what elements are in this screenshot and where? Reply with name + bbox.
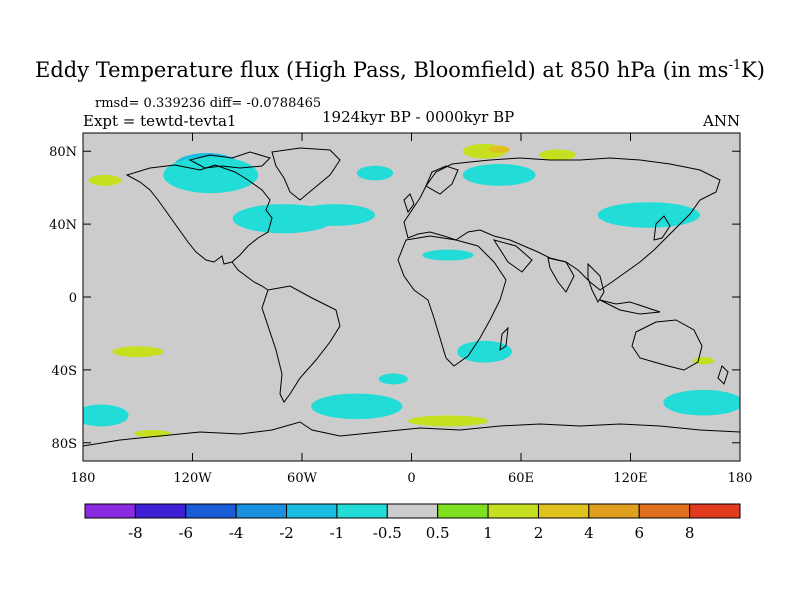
coast-australia xyxy=(631,319,703,371)
flux-region-12 xyxy=(378,373,408,385)
flux-region-3 xyxy=(294,204,375,226)
flux-region-4 xyxy=(356,165,394,181)
coast-japan xyxy=(653,215,671,241)
title-superscript: -1 xyxy=(728,58,742,73)
colorbar-bin-2 xyxy=(185,503,237,519)
flux-region-16 xyxy=(112,346,164,358)
colorbar-label: -8 xyxy=(128,524,143,542)
coast-arctic-islands xyxy=(188,151,271,169)
colorbar-bin-6 xyxy=(386,503,439,519)
title-text: Eddy Temperature flux (High Pass, Bloomf… xyxy=(34,58,729,82)
flux-region-9 xyxy=(83,404,129,427)
coast-greenland xyxy=(271,147,341,201)
lon-tick-label: 120E xyxy=(613,471,647,486)
colorbar-label: 6 xyxy=(634,524,644,542)
coast-eurasia xyxy=(403,157,721,291)
flux-region-10 xyxy=(311,393,403,420)
experiment-label: Expt = tewtd-tevta1 xyxy=(83,112,237,130)
colorbar-label: 2 xyxy=(534,524,544,542)
longitude-ticks: 180 120W 60W 0 60E 120E 180 xyxy=(71,133,753,486)
colorbar-label: -0.5 xyxy=(373,524,402,542)
colorbar-bin-11 xyxy=(638,503,691,519)
lon-tick-label: 120W xyxy=(173,471,212,486)
coast-south-america xyxy=(261,285,341,403)
coast-scandinavia xyxy=(425,165,459,195)
coast-southeast-asia xyxy=(587,262,605,304)
flux-region-5 xyxy=(462,163,536,186)
stats-label: rmsd= 0.339236 diff= -0.0788465 xyxy=(95,96,322,111)
lat-tick-label: 80N xyxy=(49,145,77,160)
flux-region-6 xyxy=(422,249,474,261)
coastlines xyxy=(83,147,740,447)
colorbar-bin-5 xyxy=(336,503,388,519)
colorbar-label: -4 xyxy=(229,524,244,542)
colorbar: -8 -6 -4 -2 -1 -0.5 0.5 1 2 4 6 8 xyxy=(84,503,741,542)
lon-tick-label: 180 xyxy=(71,471,96,486)
flux-region-20 xyxy=(488,145,511,154)
period-label: 1924kyr BP - 0000kyr BP xyxy=(322,108,515,126)
latitude-ticks: 80N 40N 0 40S 80S xyxy=(49,145,740,452)
coast-arabia xyxy=(492,239,533,273)
lat-tick-label: 0 xyxy=(69,291,77,306)
flux-region-19 xyxy=(134,430,171,438)
colorbar-bin-9 xyxy=(537,503,590,519)
title-end: K) xyxy=(741,58,765,82)
colorbar-label: -1 xyxy=(330,524,345,542)
lon-tick-label: 60E xyxy=(508,471,534,486)
colorbar-label: -2 xyxy=(279,524,294,542)
flux-region-15 xyxy=(88,174,122,186)
coast-madagascar xyxy=(499,326,509,352)
flux-region-7 xyxy=(597,202,700,228)
lat-tick-label: 40N xyxy=(49,218,77,233)
flux-regions xyxy=(83,143,740,438)
colorbar-bin-8 xyxy=(487,503,539,519)
season-label: ANN xyxy=(703,112,741,130)
colorbar-bin-4 xyxy=(286,503,338,519)
coast-central-america xyxy=(231,261,269,291)
colorbar-label: -6 xyxy=(178,524,193,542)
flux-region-11 xyxy=(663,389,740,416)
colorbar-bin-7 xyxy=(437,503,489,519)
coast-new-zealand xyxy=(717,365,729,385)
lat-tick-label: 80S xyxy=(52,437,77,452)
colorbar-label: 0.5 xyxy=(426,524,450,542)
colorbar-label: 8 xyxy=(685,524,695,542)
flux-region-8 xyxy=(457,340,512,363)
coast-antarctica xyxy=(83,421,740,447)
colorbar-bin-10 xyxy=(588,503,640,519)
lon-tick-label: 60W xyxy=(287,471,318,486)
coast-north-america xyxy=(125,164,273,265)
coast-british-isles xyxy=(403,193,415,214)
colorbar-label: 4 xyxy=(584,524,594,542)
colorbar-bin-3 xyxy=(235,503,288,519)
colorbar-bin-1 xyxy=(134,503,187,519)
lon-tick-label: 0 xyxy=(407,471,415,486)
flux-region-14 xyxy=(539,149,576,161)
coast-africa xyxy=(397,235,507,367)
flux-region-18 xyxy=(692,357,715,365)
plot-title: Eddy Temperature flux (High Pass, Bloomf… xyxy=(0,58,800,82)
colorbar-bin-12 xyxy=(689,503,741,519)
flux-region-17 xyxy=(407,415,489,427)
coast-indonesia xyxy=(599,299,661,315)
flux-region-1 xyxy=(163,156,259,194)
coast-india xyxy=(547,257,575,293)
lon-tick-label: 180 xyxy=(728,471,753,486)
lat-tick-label: 40S xyxy=(52,364,77,379)
colorbar-bin-0 xyxy=(84,503,136,519)
colorbar-label: 1 xyxy=(483,524,493,542)
